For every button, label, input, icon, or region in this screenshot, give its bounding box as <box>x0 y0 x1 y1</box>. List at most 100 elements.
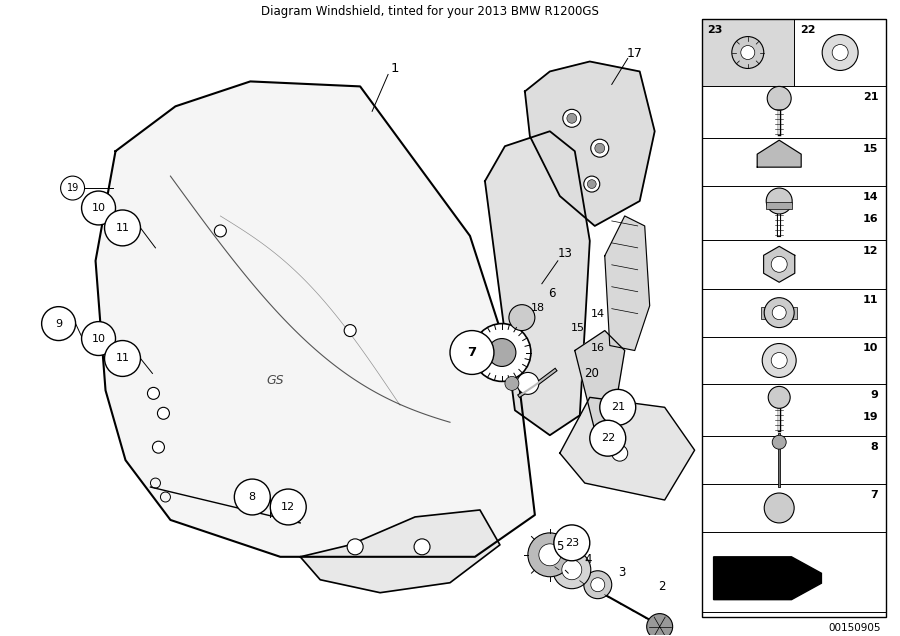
Circle shape <box>599 389 635 425</box>
Text: 11: 11 <box>863 294 878 305</box>
Text: 2: 2 <box>658 580 665 593</box>
Text: 21: 21 <box>611 403 625 412</box>
Polygon shape <box>525 62 654 226</box>
Text: 4: 4 <box>584 553 591 566</box>
Circle shape <box>41 307 76 340</box>
Text: 10: 10 <box>92 203 105 213</box>
Circle shape <box>82 191 115 225</box>
Circle shape <box>772 435 787 449</box>
Circle shape <box>214 225 226 237</box>
Circle shape <box>488 338 516 366</box>
Text: 8: 8 <box>248 492 256 502</box>
Circle shape <box>158 407 169 419</box>
Polygon shape <box>757 140 801 167</box>
Text: 18: 18 <box>531 303 544 313</box>
Text: 7: 7 <box>467 346 476 359</box>
Circle shape <box>270 489 306 525</box>
Text: 12: 12 <box>281 502 295 512</box>
Circle shape <box>104 340 140 377</box>
Circle shape <box>347 539 363 555</box>
Text: 15: 15 <box>863 144 878 154</box>
Circle shape <box>741 46 755 60</box>
Circle shape <box>764 298 794 328</box>
Circle shape <box>823 34 858 71</box>
Circle shape <box>82 322 115 356</box>
Text: 20: 20 <box>584 367 599 380</box>
Text: 16: 16 <box>863 214 878 224</box>
Text: 3: 3 <box>618 566 626 579</box>
Text: 10: 10 <box>863 343 878 352</box>
Circle shape <box>588 180 596 188</box>
Circle shape <box>539 544 561 566</box>
Circle shape <box>769 387 790 408</box>
Polygon shape <box>714 556 822 600</box>
Circle shape <box>832 45 848 60</box>
Circle shape <box>771 256 788 272</box>
Text: 14: 14 <box>863 192 878 202</box>
Polygon shape <box>301 510 500 593</box>
Circle shape <box>590 139 608 157</box>
Circle shape <box>562 109 580 127</box>
Circle shape <box>60 176 85 200</box>
Text: 23: 23 <box>564 538 579 548</box>
Circle shape <box>562 560 581 580</box>
Text: 22: 22 <box>800 25 815 34</box>
Text: 16: 16 <box>590 343 605 352</box>
Circle shape <box>590 577 605 591</box>
Bar <box>766 202 792 209</box>
Circle shape <box>234 479 270 515</box>
Text: GS: GS <box>266 374 284 387</box>
Circle shape <box>764 493 794 523</box>
Text: 7: 7 <box>870 490 878 500</box>
Circle shape <box>590 420 625 456</box>
Bar <box>702 18 794 86</box>
Text: 14: 14 <box>590 308 605 319</box>
Text: 00150905: 00150905 <box>829 623 881 633</box>
Circle shape <box>584 570 612 598</box>
Circle shape <box>152 441 165 453</box>
Circle shape <box>554 525 590 561</box>
Text: 15: 15 <box>571 322 585 333</box>
Bar <box>761 307 797 319</box>
Circle shape <box>732 37 764 69</box>
Text: 23: 23 <box>707 25 723 34</box>
Text: Diagram Windshield, tinted for your 2013 BMW R1200GS: Diagram Windshield, tinted for your 2013… <box>261 4 599 18</box>
Text: 22: 22 <box>600 433 615 443</box>
Text: 21: 21 <box>863 92 878 102</box>
Circle shape <box>595 143 605 153</box>
Circle shape <box>772 306 787 320</box>
Text: 9: 9 <box>870 391 878 401</box>
Circle shape <box>553 551 590 589</box>
Polygon shape <box>763 246 795 282</box>
Circle shape <box>647 614 672 636</box>
Text: 8: 8 <box>870 442 878 452</box>
Polygon shape <box>95 81 535 556</box>
Circle shape <box>414 539 430 555</box>
Bar <box>702 18 886 617</box>
Text: 13: 13 <box>557 247 572 260</box>
Circle shape <box>104 210 140 246</box>
Polygon shape <box>605 216 650 350</box>
Circle shape <box>766 188 792 214</box>
Text: 17: 17 <box>626 47 643 60</box>
Circle shape <box>450 331 494 375</box>
Polygon shape <box>575 331 625 430</box>
Circle shape <box>767 86 791 110</box>
Text: 1: 1 <box>391 62 400 75</box>
Text: 19: 19 <box>67 183 78 193</box>
Circle shape <box>762 343 796 377</box>
Circle shape <box>508 305 535 331</box>
Text: 11: 11 <box>115 354 130 364</box>
Circle shape <box>344 324 356 336</box>
Text: 6: 6 <box>548 287 555 300</box>
Text: 5: 5 <box>556 541 563 553</box>
Circle shape <box>517 373 539 394</box>
Circle shape <box>505 377 519 391</box>
Text: 9: 9 <box>55 319 62 329</box>
Circle shape <box>567 113 577 123</box>
Text: 12: 12 <box>863 246 878 256</box>
Polygon shape <box>560 398 695 500</box>
Text: 11: 11 <box>115 223 130 233</box>
Circle shape <box>473 324 531 382</box>
Circle shape <box>148 387 159 399</box>
